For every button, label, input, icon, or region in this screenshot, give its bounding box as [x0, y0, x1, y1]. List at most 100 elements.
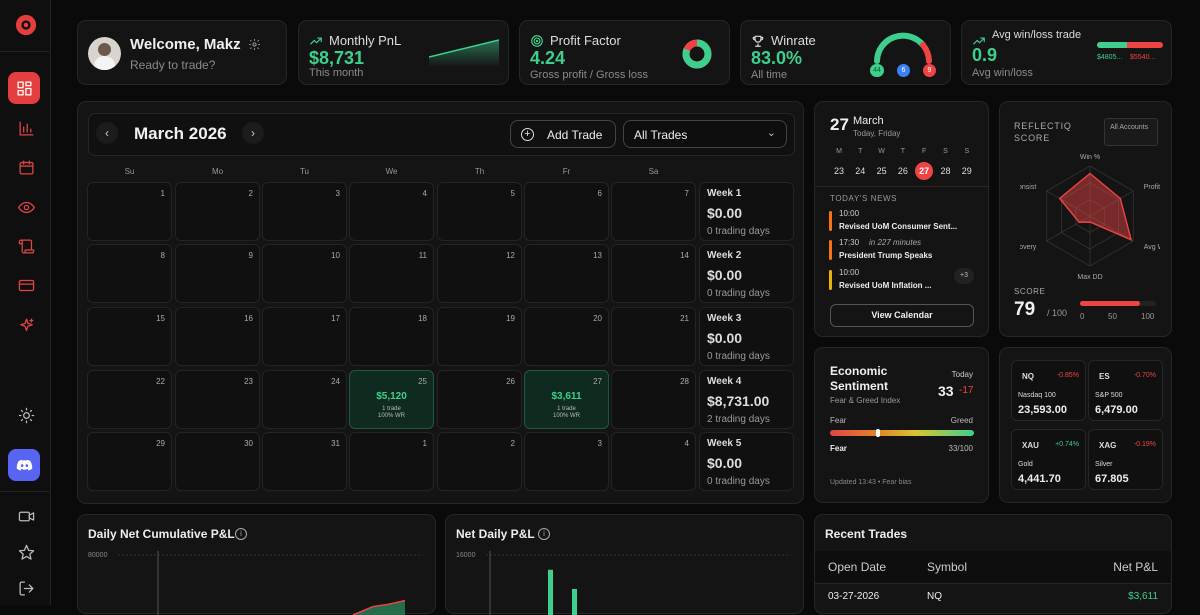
info-icon[interactable]: i [538, 528, 550, 540]
view-calendar-button[interactable]: View Calendar [830, 304, 974, 327]
calendar-day[interactable]: 2 [437, 432, 522, 491]
calendar-day[interactable]: 30 [175, 432, 260, 491]
add-trade-button[interactable]: + Add Trade [510, 120, 616, 148]
sun-icon[interactable] [12, 401, 40, 429]
score-tick-100: 100 [1141, 312, 1155, 321]
mini-date[interactable]: 28 [940, 166, 951, 176]
calendar-day[interactable]: 22 [87, 370, 172, 429]
mini-date-today[interactable]: 27 [915, 162, 934, 180]
gear-icon[interactable] [248, 38, 261, 51]
radar-score-area [1058, 172, 1133, 241]
calendar-day[interactable]: 20 [524, 307, 609, 366]
calendar-day[interactable]: 13 [524, 244, 609, 303]
prev-month-button[interactable]: ‹ [96, 122, 118, 144]
accounts-select[interactable]: All Accounts [1104, 118, 1158, 146]
day-number: 29 [156, 439, 165, 448]
calendar-day[interactable]: 17 [262, 307, 347, 366]
calendar-day[interactable]: 10 [262, 244, 347, 303]
calendar-day[interactable]: 23 [175, 370, 260, 429]
calendar-day[interactable]: 7 [611, 182, 696, 241]
week-summary[interactable]: Week 1 $0.00 0 trading days [699, 182, 794, 241]
week-summary[interactable]: Week 5 $0.00 0 trading days [699, 432, 794, 491]
market-tile[interactable]: NQ -0.85% Nasdaq 100 23,593.00 [1011, 360, 1086, 421]
week-summary[interactable]: Week 4 $8,731.00 2 trading days [699, 370, 794, 429]
week-summary[interactable]: Week 3 $0.00 0 trading days [699, 307, 794, 366]
calendar-day[interactable]: 14 [611, 244, 696, 303]
scroll-icon[interactable] [12, 232, 40, 260]
calendar-day[interactable]: 21 [611, 307, 696, 366]
card-icon[interactable] [12, 271, 40, 299]
more-news-badge[interactable]: +3 [954, 268, 974, 284]
mini-date[interactable]: 29 [961, 166, 972, 176]
logo-icon[interactable] [12, 11, 40, 39]
market-tile[interactable]: XAG -0.19% Silver 67.805 [1088, 429, 1163, 490]
market-price: 23,593.00 [1018, 404, 1067, 416]
calendar-day[interactable]: 6 [524, 182, 609, 241]
market-tile[interactable]: ES -0.70% S&P 500 6,479.00 [1088, 360, 1163, 421]
calendar-day[interactable]: 19 [437, 307, 522, 366]
calendar-day[interactable]: 3 [524, 432, 609, 491]
news-event[interactable]: President Trump Speaks [839, 251, 933, 260]
next-month-button[interactable]: › [242, 122, 264, 144]
mini-date[interactable]: 26 [897, 166, 908, 176]
profit-factor-card[interactable]: Profit Factor 4.24 Gross profit / Gross … [519, 20, 730, 85]
calendar-day[interactable]: 5 [437, 182, 522, 241]
mini-date[interactable]: 25 [876, 166, 887, 176]
discord-icon[interactable] [8, 449, 40, 481]
calendar-day[interactable]: 16 [175, 307, 260, 366]
calendar-day[interactable]: 1 [349, 432, 434, 491]
calendar-day[interactable]: 26 [437, 370, 522, 429]
table-row[interactable]: 03-27-2026 NQ $3,611 [815, 584, 1171, 610]
calendar-day[interactable]: 31 [262, 432, 347, 491]
week-trading-days: 0 trading days [707, 288, 770, 299]
bar-chart-icon[interactable] [12, 114, 40, 142]
daily-chart-title: Net Daily P&L [456, 527, 535, 541]
calendar-day[interactable]: 28 [611, 370, 696, 429]
avatar[interactable] [88, 37, 121, 70]
sparkle-icon[interactable] [12, 311, 40, 339]
calendar-day[interactable]: 1 [87, 182, 172, 241]
news-event[interactable]: Revised UoM Consumer Sent... [839, 222, 958, 231]
radar-axis-label: Max DD [1077, 274, 1102, 279]
market-tile[interactable]: XAU +0.74% Gold 4,441.70 [1011, 429, 1086, 490]
dashboard-icon[interactable] [8, 72, 40, 104]
calendar-day[interactable]: 27 $3,611 1 trade 100% WR [524, 370, 609, 429]
week-summary[interactable]: Week 2 $0.00 0 trading days [699, 244, 794, 303]
calendar-day[interactable]: 9 [175, 244, 260, 303]
news-event[interactable]: Revised UoM Inflation ... [839, 281, 932, 290]
star-icon[interactable] [12, 538, 40, 566]
radar-axis-label: Avg W/L [1144, 244, 1160, 251]
market-change: +0.74% [1055, 441, 1079, 448]
calendar-day[interactable]: 29 [87, 432, 172, 491]
calendar-day[interactable]: 2 [175, 182, 260, 241]
sentiment-today: Today [951, 370, 973, 379]
calendar-day[interactable]: 24 [262, 370, 347, 429]
calendar-day[interactable]: 15 [87, 307, 172, 366]
video-icon[interactable] [12, 502, 40, 530]
mini-date[interactable]: 24 [855, 166, 866, 176]
avg-winloss-card[interactable]: Avg win/loss trade 0.9 Avg win/loss $480… [961, 20, 1172, 85]
calendar-day[interactable]: 25 $5,120 1 trade 100% WR [349, 370, 434, 429]
day-number: 10 [331, 251, 340, 260]
avg-winloss-value: 0.9 [972, 45, 998, 65]
calendar-day[interactable]: 8 [87, 244, 172, 303]
mini-date[interactable]: 23 [833, 166, 844, 176]
profit-factor-value: 4.24 [530, 48, 566, 68]
calendar-day[interactable]: 3 [262, 182, 347, 241]
eye-icon[interactable] [12, 193, 40, 221]
calendar-icon[interactable] [12, 153, 40, 181]
calendar-day[interactable]: 11 [349, 244, 434, 303]
calendar-day[interactable]: 12 [437, 244, 522, 303]
day-number: 21 [680, 314, 689, 323]
monthly-pnl-card[interactable]: Monthly PnL $8,731 This month [298, 20, 509, 85]
calendar-day[interactable]: 18 [349, 307, 434, 366]
calendar-day[interactable]: 4 [611, 432, 696, 491]
calendar-day[interactable]: 4 [349, 182, 434, 241]
weekday-header: Th [474, 167, 485, 176]
day-number: 5 [510, 189, 515, 198]
market-name: Nasdaq 100 [1018, 392, 1056, 399]
trade-filter-select[interactable]: All Trades ⌄ [623, 120, 787, 148]
info-icon[interactable]: i [235, 528, 247, 540]
logout-icon[interactable] [12, 574, 40, 602]
winrate-card[interactable]: Winrate 83.0% All time 44 6 9 [740, 20, 951, 85]
